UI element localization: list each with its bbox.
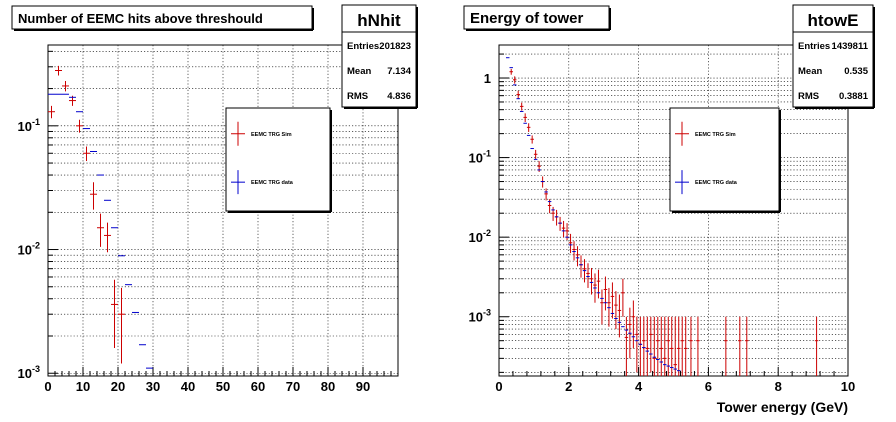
y-tick-base: 10 xyxy=(18,366,32,381)
x-tick-label: 90 xyxy=(356,379,370,394)
x-tick-label: 30 xyxy=(146,379,160,394)
x-tick-label: 8 xyxy=(775,379,782,394)
y-tick-exponent: -3 xyxy=(32,364,40,374)
y-tick-label: 10-3 xyxy=(18,364,40,381)
stats-box xyxy=(792,4,874,108)
stats-row-value: 4.836 xyxy=(387,91,411,102)
x-tick-label: 4 xyxy=(635,379,643,394)
x-tick-label: 80 xyxy=(321,379,335,394)
legend-box xyxy=(225,107,331,212)
x-tick-label: 0 xyxy=(44,379,51,394)
y-tick-base: 1 xyxy=(484,71,491,86)
stats-row-value: 0.3881 xyxy=(839,91,869,102)
y-tick-label: 1 xyxy=(484,71,491,86)
legend-box xyxy=(669,107,780,212)
legend-entry-label: EEMC TRG data xyxy=(695,180,738,186)
legend-entry-label: EEMC TRG Sim xyxy=(695,132,736,138)
x-tick-label: 50 xyxy=(216,379,230,394)
y-tick-label: 10-2 xyxy=(469,228,491,245)
y-tick-base: 10 xyxy=(18,119,32,134)
grid-lines xyxy=(499,45,848,376)
x-tick-label: 0 xyxy=(495,379,502,394)
y-tick-exponent: -3 xyxy=(483,308,491,318)
x-tick-label: 6 xyxy=(705,379,712,394)
chart-title: Energy of tower xyxy=(470,10,584,27)
legend-entry-label: EEMC TRG Sim xyxy=(251,132,292,138)
stats-row-value: 201823 xyxy=(379,41,411,52)
grid-lines xyxy=(48,45,398,376)
stats-name: htowE xyxy=(808,11,859,30)
y-tick-label: 10-1 xyxy=(18,117,40,134)
series-data xyxy=(48,93,153,369)
x-tick-label: 20 xyxy=(111,379,125,394)
y-tick-label: 10-1 xyxy=(469,149,491,166)
stats-row-label: Mean xyxy=(798,66,822,77)
x-axis-label: Tower energy (GeV) xyxy=(717,399,848,415)
x-tick-label: 70 xyxy=(286,379,300,394)
stats-row-label: RMS xyxy=(798,91,819,102)
series-sim xyxy=(509,68,819,376)
stats-row-label: Entries xyxy=(798,41,830,52)
x-tick-label: 10 xyxy=(841,379,855,394)
series-sim xyxy=(48,65,125,364)
x-tick-label: 2 xyxy=(565,379,572,394)
y-tick-base: 10 xyxy=(469,230,483,245)
y-tick-base: 10 xyxy=(469,310,483,325)
stats-row-value: 1439811 xyxy=(832,41,869,52)
y-tick-exponent: -1 xyxy=(32,117,40,127)
y-tick-base: 10 xyxy=(469,151,483,166)
x-tick-label: 60 xyxy=(251,379,265,394)
y-tick-label: 10-2 xyxy=(18,241,40,258)
x-tick-label: 40 xyxy=(181,379,195,394)
x-tick-label: 10 xyxy=(76,379,90,394)
y-tick-exponent: -2 xyxy=(32,241,40,251)
y-tick-exponent: -1 xyxy=(483,149,491,159)
y-tick-label: 10-3 xyxy=(469,308,491,325)
legend-entry-label: EEMC TRG data xyxy=(251,180,294,186)
stats-row-label: RMS xyxy=(347,91,368,102)
stats-row-value: 0.535 xyxy=(844,66,868,77)
stats-name: hNhit xyxy=(357,11,401,30)
stats-row-value: 7.134 xyxy=(387,66,411,77)
chart-title: Number of EEMC hits above threshould xyxy=(18,11,263,26)
y-tick-exponent: -2 xyxy=(483,228,491,238)
stats-row-label: Mean xyxy=(347,66,371,77)
series-data xyxy=(505,57,681,372)
y-tick-base: 10 xyxy=(18,243,32,258)
stats-row-label: Entries xyxy=(347,41,379,52)
